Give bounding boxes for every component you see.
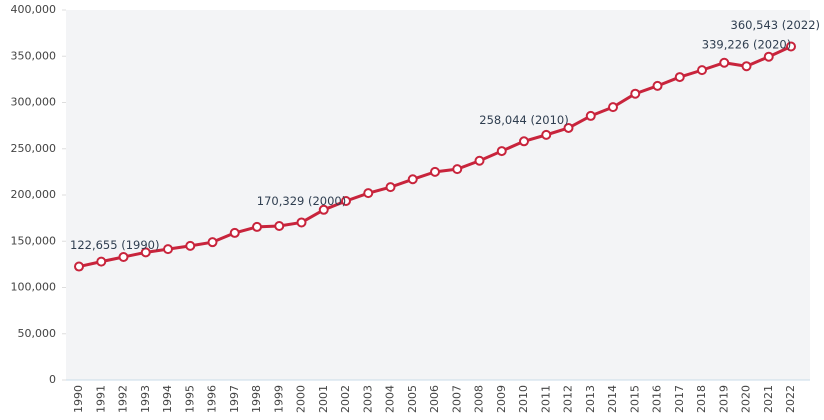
point (763, 51, 774, 62)
x-tick-label: 2013 (584, 385, 597, 413)
x-tick-label: 2001 (317, 385, 330, 413)
point (118, 251, 129, 262)
x-tick-label: 2019 (717, 385, 730, 413)
point (430, 166, 440, 177)
point (630, 88, 641, 99)
point (318, 204, 329, 215)
point (697, 65, 707, 76)
point (341, 196, 351, 207)
point (274, 220, 285, 231)
y-tick-label: 50,000 (18, 327, 57, 340)
x-tick-label: 2002 (339, 385, 352, 413)
plot-background (66, 10, 810, 380)
x-tick-label: 2017 (673, 385, 686, 413)
x-tick-label: 2009 (495, 385, 508, 413)
x-tick-label: 2007 (450, 385, 463, 413)
point (185, 240, 196, 251)
y-tick-label: 0 (49, 373, 56, 386)
point (496, 146, 507, 157)
y-tick-label: 350,000 (11, 49, 57, 62)
x-tick-label: 2006 (428, 385, 441, 413)
x-tick-label: 2014 (606, 385, 619, 413)
x-tick-label: 2018 (695, 385, 708, 413)
point (385, 182, 396, 193)
x-tick-label: 2020 (740, 385, 753, 413)
point (207, 237, 218, 248)
point (585, 110, 596, 121)
point (229, 227, 240, 238)
point (296, 217, 307, 228)
point (563, 122, 574, 133)
x-tick-label: 2022 (784, 385, 797, 413)
x-tick-label: 1997 (228, 385, 241, 413)
point (452, 164, 463, 175)
point (652, 80, 663, 91)
x-tick-label: 1994 (161, 385, 174, 413)
x-tick-label: 2008 (473, 385, 486, 413)
point (541, 129, 552, 140)
y-tick-label: 100,000 (11, 281, 57, 294)
y-tick-label: 400,000 (11, 3, 57, 16)
x-tick-label: 1999 (272, 385, 285, 413)
x-tick-label: 2021 (762, 385, 775, 413)
x-tick-label: 2016 (651, 385, 664, 413)
x-tick-label: 2010 (517, 385, 530, 413)
x-tick-label: 1996 (206, 385, 219, 413)
x-tick-label: 1992 (117, 385, 130, 413)
y-tick-label: 250,000 (11, 142, 57, 155)
x-tick-label: 1991 (94, 385, 107, 413)
point (474, 155, 485, 166)
point (363, 188, 374, 199)
point (163, 244, 173, 255)
x-tick-label: 2003 (361, 385, 374, 413)
x-tick-label: 2012 (562, 385, 575, 413)
point (74, 261, 84, 272)
y-tick-label: 200,000 (11, 188, 57, 201)
point (741, 61, 752, 72)
value-label: 339,226 (2020) (702, 38, 791, 52)
point (674, 72, 685, 83)
x-tick-label: 2005 (406, 385, 419, 413)
point (96, 256, 107, 267)
point (719, 57, 730, 68)
point (519, 136, 529, 147)
y-tick-label: 300,000 (11, 96, 57, 109)
x-tick-label: 2011 (539, 385, 552, 413)
point (608, 102, 618, 113)
x-tick-label: 1998 (250, 385, 263, 413)
x-tick-label: 1993 (139, 385, 152, 413)
value-label: 122,655 (1990) (70, 238, 159, 252)
point (252, 221, 262, 232)
point (407, 174, 418, 185)
x-tick-label: 2004 (384, 385, 397, 413)
value-label: 170,329 (2000) (257, 194, 346, 208)
x-tick-label: 2000 (295, 385, 308, 413)
value-label: 360,543 (2022) (731, 18, 820, 32)
point (786, 41, 796, 52)
x-tick-label: 2015 (628, 385, 641, 413)
x-tick-label: 1990 (72, 385, 85, 413)
x-tick-label: 1995 (183, 385, 196, 413)
y-tick-label: 150,000 (11, 234, 57, 247)
value-label: 258,044 (2010) (479, 113, 568, 127)
point (140, 247, 151, 258)
